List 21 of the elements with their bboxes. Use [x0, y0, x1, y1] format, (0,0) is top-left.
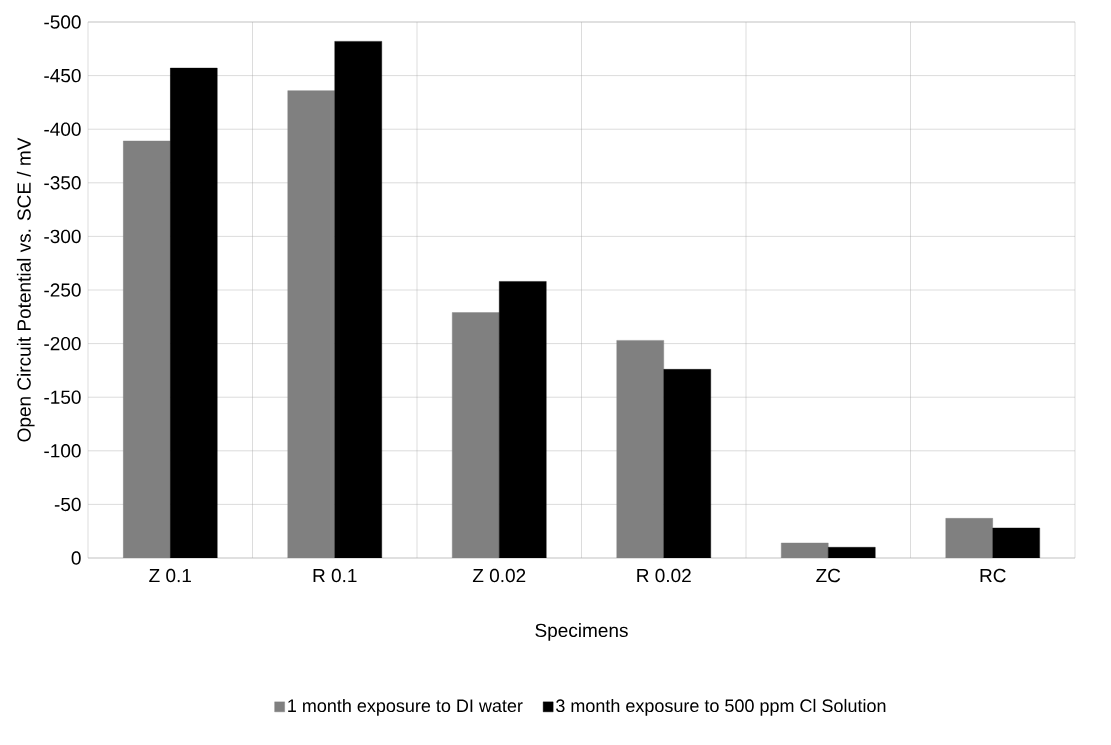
x-tick-label: RC	[980, 568, 1006, 583]
y-tick-label: -400	[44, 122, 81, 136]
x-axis-title: Specimens	[535, 623, 628, 641]
x-tick-label: Z 0.02	[472, 568, 526, 583]
x-tick-label: R 0.02	[637, 568, 691, 583]
y-tick-label: 0	[71, 551, 81, 565]
legend-label: 3 month exposure to 500 ppm Cl Solution	[556, 698, 886, 716]
x-tick-label: ZC	[816, 568, 841, 583]
y-tick-label: -300	[44, 229, 81, 244]
y-tick-label: -500	[44, 15, 81, 29]
y-tick-label: -50	[54, 497, 81, 512]
y-tick-label: -350	[44, 176, 81, 190]
x-tick-label: Z 0.1	[149, 568, 191, 583]
y-tick-label: -450	[44, 68, 81, 83]
x-tick-label: R 0.1	[313, 568, 357, 583]
y-axis-title: Open Circuit Potential vs. SCE / mV	[16, 137, 35, 442]
y-tick-label: -250	[44, 283, 81, 297]
legend-label: 1 month exposure to DI water	[288, 698, 523, 716]
y-tick-label: -100	[44, 444, 81, 458]
y-tick-label: -150	[44, 390, 81, 404]
y-tick-label: -200	[44, 336, 81, 351]
